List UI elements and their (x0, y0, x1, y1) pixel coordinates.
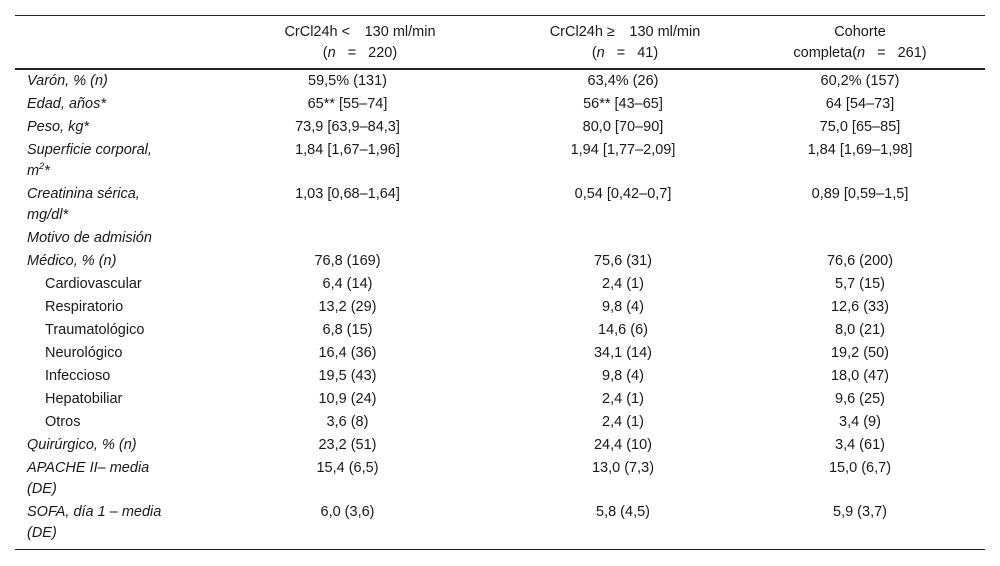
header-full-cohort: Cohorte completa(n = 261) (730, 22, 990, 64)
row-label: Edad, años* (27, 96, 107, 112)
cell-crcl-over-130: 80,0 [70–90] (582, 119, 664, 135)
cell-crcl-over-130: 34,1 (14) (593, 345, 653, 361)
row-label: Otros (45, 414, 81, 430)
row-label: Neurológico (45, 345, 123, 361)
n-value: 41) (637, 45, 659, 61)
row-label: Motivo de admisión (27, 230, 152, 246)
cell-crcl-under-130: 1,03 [0,68–1,64] (295, 186, 400, 202)
cell-full-cohort: 19,2 (50) (830, 345, 890, 361)
cell-crcl-over-130: 56** [43–65] (583, 96, 663, 112)
cell-crcl-over-130: 14,6 (6) (598, 322, 648, 338)
header-crcl-under-130-line2: (n = 220) (322, 45, 398, 61)
cell-crcl-under-130: 6,4 (14) (322, 276, 373, 292)
header-full-cohort-line2: completa(n = 261) (730, 43, 990, 64)
row-label: Superficie corporal, m2* (27, 140, 197, 182)
cell-crcl-over-130: 75,6 (31) (593, 253, 653, 269)
cell-crcl-under-130: 73,9 [63,9–84,3] (295, 119, 400, 135)
header-crcl-over-130-line1: CrCl24h ≥ 130 ml/min (549, 24, 701, 40)
cell-full-cohort: 0,89 [0,59–1,5] (811, 186, 909, 202)
row-label-line2: mg/dl* (27, 207, 69, 223)
asterisk: * (44, 163, 50, 179)
cell-crcl-over-130: 63,4% (26) (587, 73, 659, 89)
cell-crcl-over-130: 13,0 (7,3) (591, 460, 655, 476)
cell-crcl-under-130: 13,2 (29) (318, 299, 377, 315)
row-label: Cardiovascular (45, 276, 142, 292)
cell-crcl-over-130: 9,8 (4) (602, 299, 644, 315)
cell-crcl-over-130: 5,8 (4,5) (596, 504, 650, 520)
row-label-line1: SOFA, día 1 – media (27, 504, 162, 520)
row-label: Médico, % (n) (27, 253, 117, 269)
cell-crcl-over-130: 1,94 [1,77–2,09] (570, 142, 676, 158)
row-label: Varón, % (n) (27, 73, 108, 89)
cohort-prefix: completa( (793, 45, 858, 61)
cell-crcl-over-130: 0,54 [0,42–0,7] (574, 186, 672, 202)
cell-crcl-over-130: 2,4 (1) (602, 276, 644, 292)
header-crcl-under-130: CrCl24h < 130 ml/min (n = 220) (190, 22, 530, 64)
cell-crcl-under-130: 6,0 (3,6) (320, 504, 375, 520)
row-label-line2: m2* (27, 161, 197, 182)
cell-crcl-over-130: 24,4 (10) (593, 437, 653, 453)
row-label: Creatinina sérica, mg/dl* (27, 184, 197, 226)
row-label: Traumatológico (45, 322, 145, 338)
cell-full-cohort: 75,0 [65–85] (819, 119, 901, 135)
header-crcl-over-130-line2: (n = 41) (591, 45, 659, 61)
row-label-line1: APACHE II– media (27, 460, 150, 476)
cell-full-cohort: 3,4 (61) (835, 437, 885, 453)
unit-base: m (27, 163, 40, 179)
cell-crcl-under-130: 19,5 (43) (318, 368, 377, 384)
table-header-rule (15, 68, 985, 70)
row-label-line2: (DE) (27, 481, 57, 497)
cell-crcl-over-130: 2,4 (1) (602, 414, 644, 430)
cell-crcl-under-130: 59,5% (131) (308, 73, 387, 89)
cell-full-cohort: 12,6 (33) (830, 299, 890, 315)
header-crcl-over-130: CrCl24h ≥ 130 ml/min (n = 41) (480, 22, 770, 64)
row-label: Quirúrgico, % (n) (27, 437, 137, 453)
header-full-cohort-line1: Cohorte (834, 24, 886, 40)
n-label: n (596, 45, 605, 61)
row-label-line2: (DE) (27, 525, 57, 541)
cell-crcl-under-130: 76,8 (169) (314, 253, 381, 269)
table-bottom-rule (15, 549, 985, 550)
n-value: 220) (368, 45, 398, 61)
cell-crcl-under-130: 65** [55–74] (307, 96, 388, 112)
row-label-line1: Superficie corporal, (27, 142, 152, 158)
cell-crcl-under-130: 23,2 (51) (318, 437, 377, 453)
n-value: 261) (897, 45, 927, 61)
row-label: APACHE II– media (DE) (27, 458, 197, 500)
equals-sign: = (616, 45, 626, 61)
n-label: n (857, 45, 866, 61)
row-label: Peso, kg* (27, 119, 90, 135)
cell-crcl-over-130: 9,8 (4) (602, 368, 644, 384)
cell-crcl-under-130: 3,6 (8) (326, 414, 369, 430)
header-crcl-under-130-line1: CrCl24h < 130 ml/min (284, 24, 436, 40)
cell-full-cohort: 18,0 (47) (830, 368, 890, 384)
row-label: Hepatobiliar (45, 391, 123, 407)
cell-crcl-under-130: 1,84 [1,67–1,96] (295, 142, 400, 158)
row-label-line1: Creatinina sérica, (27, 186, 140, 202)
cell-crcl-under-130: 10,9 (24) (318, 391, 377, 407)
cell-full-cohort: 9,6 (25) (835, 391, 885, 407)
table-top-rule (15, 15, 985, 16)
cell-full-cohort: 76,6 (200) (826, 253, 894, 269)
equals-sign: = (347, 45, 357, 61)
cell-full-cohort: 64 [54–73] (825, 96, 895, 112)
row-label: Infeccioso (45, 368, 111, 384)
cell-full-cohort: 5,9 (3,7) (833, 504, 887, 520)
unit-exponent: 2 (39, 161, 45, 172)
cell-full-cohort: 60,2% (157) (820, 73, 900, 89)
cell-full-cohort: 8,0 (21) (835, 322, 885, 338)
equals-sign: = (877, 45, 886, 61)
cell-crcl-under-130: 16,4 (36) (318, 345, 377, 361)
cell-full-cohort: 1,84 [1,69–1,98] (807, 142, 913, 158)
row-label: SOFA, día 1 – media (DE) (27, 502, 197, 544)
cell-crcl-under-130: 15,4 (6,5) (316, 460, 379, 476)
row-label: Respiratorio (45, 299, 124, 315)
cell-crcl-over-130: 2,4 (1) (602, 391, 644, 407)
cell-crcl-under-130: 6,8 (15) (322, 322, 373, 338)
n-label: n (327, 45, 336, 61)
cell-full-cohort: 3,4 (9) (839, 414, 881, 430)
cell-full-cohort: 5,7 (15) (835, 276, 885, 292)
cell-full-cohort: 15,0 (6,7) (828, 460, 892, 476)
